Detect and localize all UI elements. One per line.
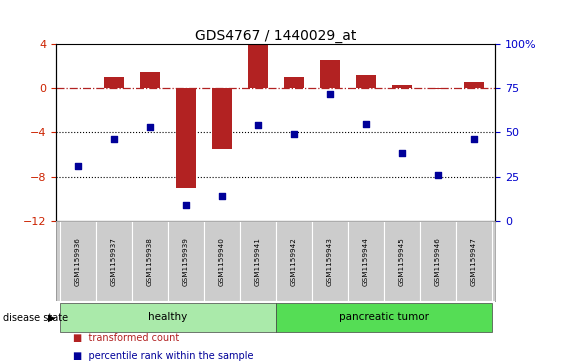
Bar xyxy=(240,221,276,301)
Text: GSM1159945: GSM1159945 xyxy=(399,237,405,286)
Bar xyxy=(60,221,96,301)
Point xyxy=(145,124,154,130)
Bar xyxy=(284,77,304,88)
Text: GSM1159946: GSM1159946 xyxy=(435,237,441,286)
Text: pancreatic tumor: pancreatic tumor xyxy=(339,312,429,322)
Point xyxy=(470,136,479,142)
Point xyxy=(217,193,226,199)
Text: disease state: disease state xyxy=(3,313,68,323)
Bar xyxy=(276,221,312,301)
Text: GSM1159936: GSM1159936 xyxy=(75,237,81,286)
Point xyxy=(109,136,118,142)
Bar xyxy=(96,221,132,301)
Bar xyxy=(132,221,168,301)
Bar xyxy=(384,221,420,301)
Bar xyxy=(168,221,204,301)
Text: GSM1159938: GSM1159938 xyxy=(147,237,153,286)
Text: ■  percentile rank within the sample: ■ percentile rank within the sample xyxy=(73,351,254,361)
Bar xyxy=(140,73,160,88)
Bar xyxy=(348,221,384,301)
Point xyxy=(253,122,262,128)
Point xyxy=(361,121,370,126)
Bar xyxy=(420,221,456,301)
Text: GSM1159947: GSM1159947 xyxy=(471,237,477,286)
Bar xyxy=(104,77,124,88)
Text: GSM1159942: GSM1159942 xyxy=(291,237,297,286)
Text: GSM1159941: GSM1159941 xyxy=(255,237,261,286)
Point xyxy=(289,131,298,136)
Bar xyxy=(212,88,232,149)
Text: GSM1159944: GSM1159944 xyxy=(363,237,369,286)
Bar xyxy=(428,88,448,89)
Text: healthy: healthy xyxy=(148,312,187,322)
Bar xyxy=(320,60,339,88)
Point xyxy=(73,163,82,169)
Text: GSM1159943: GSM1159943 xyxy=(327,237,333,286)
Title: GDS4767 / 1440029_at: GDS4767 / 1440029_at xyxy=(195,29,356,42)
Bar xyxy=(456,221,492,301)
Text: ■  transformed count: ■ transformed count xyxy=(73,333,180,343)
Bar xyxy=(248,45,268,88)
Bar xyxy=(60,303,276,333)
Bar xyxy=(356,75,376,88)
Bar xyxy=(204,221,240,301)
Point xyxy=(325,91,334,97)
Bar xyxy=(176,88,196,188)
Bar xyxy=(464,82,484,88)
Point xyxy=(181,202,190,208)
Text: ▶: ▶ xyxy=(48,313,55,323)
Bar xyxy=(392,85,412,88)
Bar xyxy=(312,221,348,301)
Text: GSM1159940: GSM1159940 xyxy=(219,237,225,286)
Point xyxy=(397,150,406,155)
Point xyxy=(434,172,443,178)
Bar xyxy=(276,303,492,333)
Text: GSM1159939: GSM1159939 xyxy=(183,237,189,286)
Text: GSM1159937: GSM1159937 xyxy=(111,237,117,286)
